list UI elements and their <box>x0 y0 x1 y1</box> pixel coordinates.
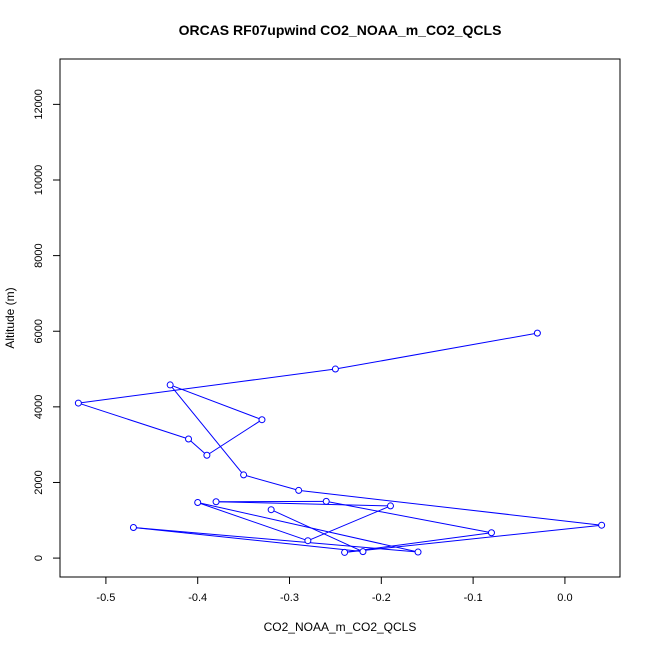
series-segment <box>344 524 602 553</box>
y-tick-label: 10000 <box>33 165 45 196</box>
series-segment <box>169 384 263 421</box>
x-tick-label: -0.5 <box>96 592 115 604</box>
y-axis: 0 2000 4000 6000 8000 10000 12000 <box>33 89 61 561</box>
series-segment <box>216 501 391 507</box>
series-segment <box>133 526 419 553</box>
data-point <box>331 365 339 373</box>
series-segment <box>243 474 299 491</box>
series-segment <box>298 489 602 526</box>
series-segment <box>344 532 492 553</box>
data-point <box>185 435 193 443</box>
y-tick-label: 0 <box>33 555 45 561</box>
data-point <box>414 548 422 556</box>
data-point <box>304 537 312 545</box>
x-tick-label: 0.0 <box>557 592 572 604</box>
series-segment <box>78 368 336 404</box>
data-point <box>386 502 394 510</box>
chart-title: ORCAS RF07upwind CO2_NOAA_m_CO2_QCLS <box>179 22 502 38</box>
data-point <box>359 548 367 556</box>
series-segment <box>133 526 364 553</box>
data-point <box>74 399 82 407</box>
data-point <box>194 499 202 507</box>
y-axis-label: Altitude (m) <box>3 287 17 348</box>
series-segment <box>270 509 364 553</box>
data-point <box>341 548 349 556</box>
series-segment <box>169 384 244 476</box>
series-segment <box>335 332 538 370</box>
series-segment <box>206 419 263 456</box>
series-segment <box>78 402 189 440</box>
data-point <box>487 529 495 537</box>
data-point <box>258 416 266 424</box>
y-tick-label: 2000 <box>33 470 45 494</box>
x-tick-label: -0.1 <box>464 592 483 604</box>
y-tick-label: 6000 <box>33 319 45 343</box>
x-tick-label: -0.3 <box>280 592 299 604</box>
y-tick-label: 4000 <box>33 395 45 419</box>
x-axis: -0.5 -0.4 -0.3 -0.2 -0.1 0.0 <box>96 576 573 604</box>
series-segment <box>307 505 391 542</box>
plot-frame <box>59 58 621 578</box>
y-tick-label: 8000 <box>33 243 45 267</box>
series-segment <box>188 438 208 456</box>
x-tick-label: -0.4 <box>188 592 207 604</box>
data-point <box>598 521 606 529</box>
data-point <box>295 486 303 494</box>
series-layer <box>74 329 606 556</box>
x-axis-label: CO2_NOAA_m_CO2_QCLS <box>264 620 417 634</box>
series-segment <box>197 502 309 542</box>
data-point <box>322 497 330 505</box>
data-point <box>129 523 137 531</box>
data-point <box>166 381 174 389</box>
series-segment <box>326 500 492 534</box>
data-point <box>533 329 541 337</box>
data-point <box>203 451 211 459</box>
series-segment <box>197 502 419 553</box>
data-point <box>267 506 275 514</box>
y-tick-label: 12000 <box>33 89 45 120</box>
data-point <box>240 471 248 479</box>
x-tick-label: -0.2 <box>372 592 391 604</box>
data-point <box>212 498 220 506</box>
